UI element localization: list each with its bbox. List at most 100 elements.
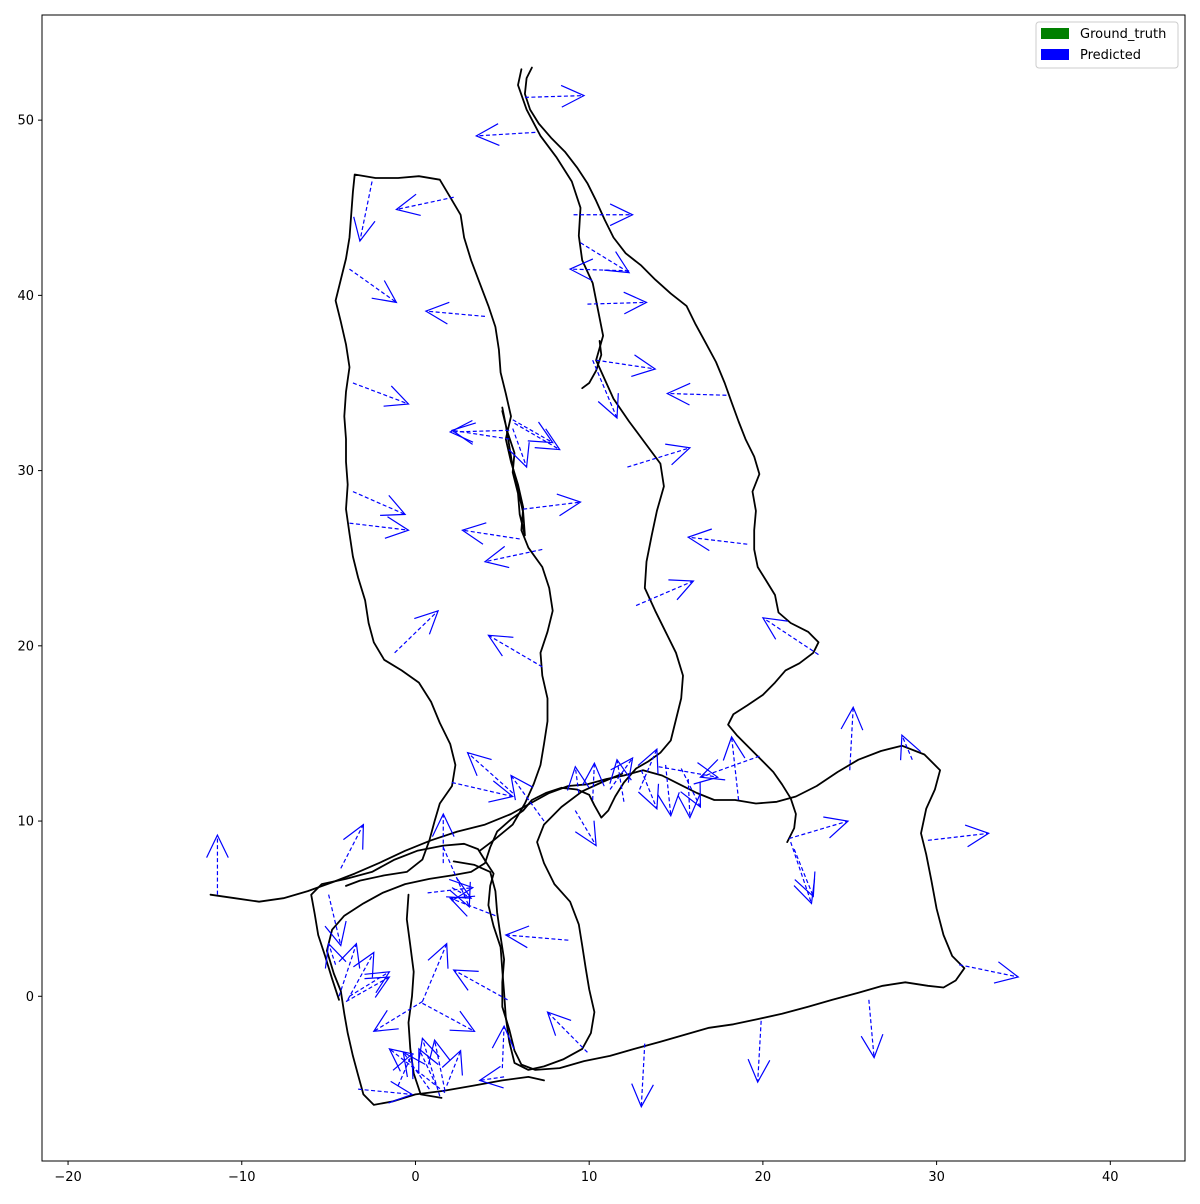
predicted-arrow-45	[722, 735, 746, 801]
predicted-arrow-54	[340, 823, 365, 869]
predicted-arrow-31	[466, 751, 514, 794]
legend-label-ground-truth: Ground_truth	[1080, 27, 1166, 42]
predicted-arrow-30	[451, 780, 515, 803]
predicted-arrow-23	[461, 522, 520, 545]
predicted-arrow-46	[840, 705, 864, 771]
predicted-arrow-11	[596, 354, 657, 377]
predicted-arrow-64	[422, 1002, 476, 1032]
predicted-arrow-28	[487, 634, 543, 668]
y-tick-label: 0	[26, 990, 34, 1005]
plot-frame	[41, 14, 1186, 1162]
predicted-arrow-16	[512, 419, 554, 444]
predicted-arrow-4	[349, 268, 398, 304]
x-tick-label: 40	[1102, 1170, 1119, 1185]
predicted-arrow-76	[418, 1047, 439, 1086]
predicted-arrow-3	[353, 181, 376, 243]
predicted-arrow-38	[637, 747, 659, 790]
predicted-arrow-81	[546, 1011, 588, 1053]
predicted-arrow-10	[587, 291, 648, 315]
predicted-arrow-0	[524, 84, 586, 108]
trajectory-path-0	[326, 68, 684, 1106]
legend-swatch-predicted	[1041, 49, 1069, 60]
predicted-arrow-65	[324, 894, 347, 947]
predicted-arrow-59	[448, 895, 496, 917]
predicted-arrow-70	[324, 942, 347, 969]
predicted-arrow-51	[927, 824, 991, 848]
predicted-arrow-77	[402, 1051, 430, 1090]
predicted-arrow-22	[349, 516, 410, 539]
predicted-arrow-33	[574, 810, 597, 847]
predicted-arrow-62	[421, 942, 449, 1002]
legend-swatch-ground-truth	[1041, 28, 1069, 39]
x-tick-label: 30	[928, 1170, 945, 1185]
predicted-arrow-32	[510, 774, 545, 822]
x-tick-label: −20	[54, 1170, 81, 1185]
predicted-arrow-24	[483, 545, 543, 569]
predicted-arrow-48	[788, 816, 850, 840]
predicted-arrow-79	[478, 1065, 505, 1089]
predicted-arrow-35	[581, 761, 605, 801]
y-tick-label: 50	[17, 114, 34, 129]
predicted-arrow-71	[358, 1080, 414, 1104]
predicted-arrow-60	[504, 925, 569, 949]
predicted-arrow-39	[637, 770, 660, 811]
predicted-arrow-7	[573, 203, 634, 227]
predicted-arrow-6	[352, 382, 410, 407]
predicted-arrow-82	[631, 1043, 654, 1109]
y-tick-label: 10	[17, 815, 34, 830]
predicted-arrow-40	[657, 764, 680, 818]
predicted-arrow-27	[394, 609, 440, 654]
predicted-arrow-20	[523, 493, 582, 517]
predicted-arrow-29	[761, 617, 819, 656]
predicted-arrow-66	[338, 942, 361, 997]
predicted-arrow-9	[568, 258, 630, 282]
predicted-arrow-21	[352, 491, 407, 516]
predicted-arrow-2	[395, 193, 454, 216]
trajectory-path-2	[310, 772, 624, 1071]
predicted-arrow-44	[699, 755, 760, 781]
predicted-arrow-80	[491, 1024, 515, 1069]
predicted-arrow-12	[592, 359, 619, 420]
predicted-arrow-42	[677, 778, 701, 819]
legend: Ground_truth Predicted	[1035, 21, 1179, 69]
trajectory-path-6	[581, 340, 603, 390]
predicted-arrow-1	[474, 123, 536, 146]
predicted-arrow-37	[609, 758, 632, 802]
predicted-arrow-50	[793, 848, 816, 898]
x-tick-label: 10	[581, 1170, 598, 1185]
predicted-arrow-5	[424, 301, 486, 325]
legend-label-predicted: Predicted	[1080, 48, 1141, 63]
plot-background	[42, 15, 1185, 1161]
trajectory-path-1	[209, 744, 966, 1071]
predicted-arrow-47	[900, 733, 922, 761]
predicted-arrow-68	[347, 951, 375, 1001]
predicted-arrow-25	[686, 528, 748, 552]
trajectory-path-4	[334, 173, 554, 887]
predicted-arrow-52	[959, 961, 1020, 984]
x-tick-label: 0	[411, 1170, 419, 1185]
predicted-arrow-75	[388, 1048, 446, 1094]
y-tick-label: 30	[17, 464, 34, 479]
predicted-arrow-78	[427, 1038, 451, 1092]
x-tick-label: −10	[228, 1170, 255, 1185]
predicted-arrow-69	[345, 976, 391, 1003]
y-tick-label: 40	[17, 289, 34, 304]
legend-frame	[1035, 21, 1179, 69]
predicted-arrow-83	[747, 1020, 771, 1084]
trajectory-path-5	[501, 406, 526, 537]
predicted-arrow-15	[450, 422, 510, 445]
predicted-arrow-17	[514, 422, 561, 451]
predicted-arrow-18	[508, 428, 530, 469]
predicted-arrow-55	[431, 812, 455, 864]
predicted-arrow-43	[658, 762, 720, 785]
predicted-arrow-63	[372, 1001, 423, 1033]
predicted-arrow-53	[206, 833, 229, 895]
y-tick-label: 20	[17, 639, 34, 654]
x-tick-label: 20	[755, 1170, 772, 1185]
predicted-arrow-58	[427, 878, 475, 902]
predicted-arrow-74	[441, 1049, 463, 1086]
predicted-arrow-84	[860, 999, 884, 1059]
trajectory-path-7	[524, 66, 820, 843]
